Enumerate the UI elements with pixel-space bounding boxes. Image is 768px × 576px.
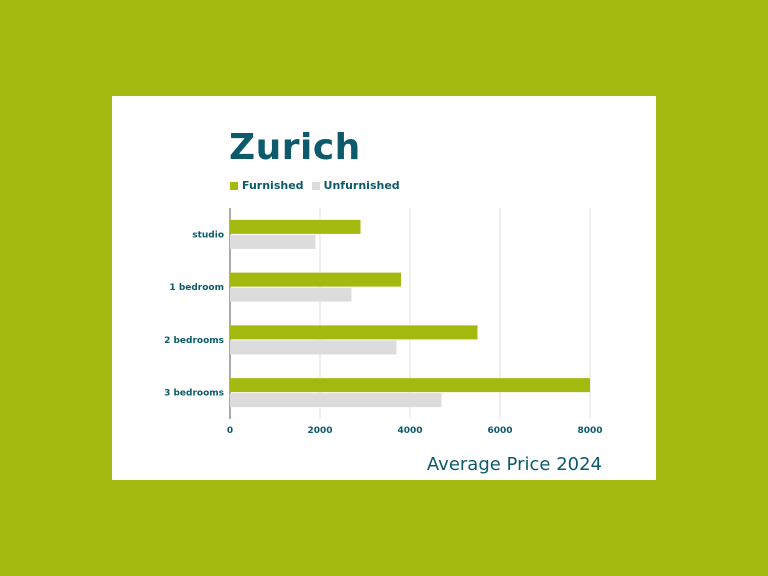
x-tick-label: 8000 [577,426,602,436]
legend-label-furnished: Furnished [242,179,304,192]
legend-item-unfurnished: Unfurnished [311,179,400,192]
legend-label-unfurnished: Unfurnished [323,179,400,192]
legend-swatch-furnished [230,181,238,190]
bar-furnished-1-bedroom [230,272,401,287]
bar-furnished-studio [230,219,361,234]
category-label: 3 bedrooms [164,389,224,399]
x-tick-label: 6000 [487,426,512,436]
category-label: 2 bedrooms [164,336,224,346]
legend-item-furnished: Furnished [230,179,304,192]
chart-legend: Furnished Unfurnished [230,179,400,192]
chart-title: Zurich [229,127,361,168]
x-tick-label: 4000 [397,426,422,436]
bar-furnished-3-bedrooms [230,378,590,393]
bar-chart: 0 2000 4000 6000 8000 studio 1 bedroom 2 bedroo… [164,208,603,436]
x-tick-label: 0 [227,426,233,436]
legend-swatch-unfurnished [311,181,320,190]
x-tick-label: 2000 [307,426,332,436]
bar-furnished-2-bedrooms [230,325,478,340]
bar-unfurnished-3-bedrooms [230,393,442,408]
chart-card: Zurich Furnished Unfurnished 0 2000 4000 60… [112,96,656,480]
category-label: 1 bedroom [169,283,224,293]
category-label: studio [192,230,224,240]
bar-unfurnished-1-bedroom [230,287,352,302]
bar-unfurnished-studio [230,234,316,249]
chart-footer: Average Price 2024 [426,454,602,475]
bar-unfurnished-2-bedrooms [230,340,397,355]
